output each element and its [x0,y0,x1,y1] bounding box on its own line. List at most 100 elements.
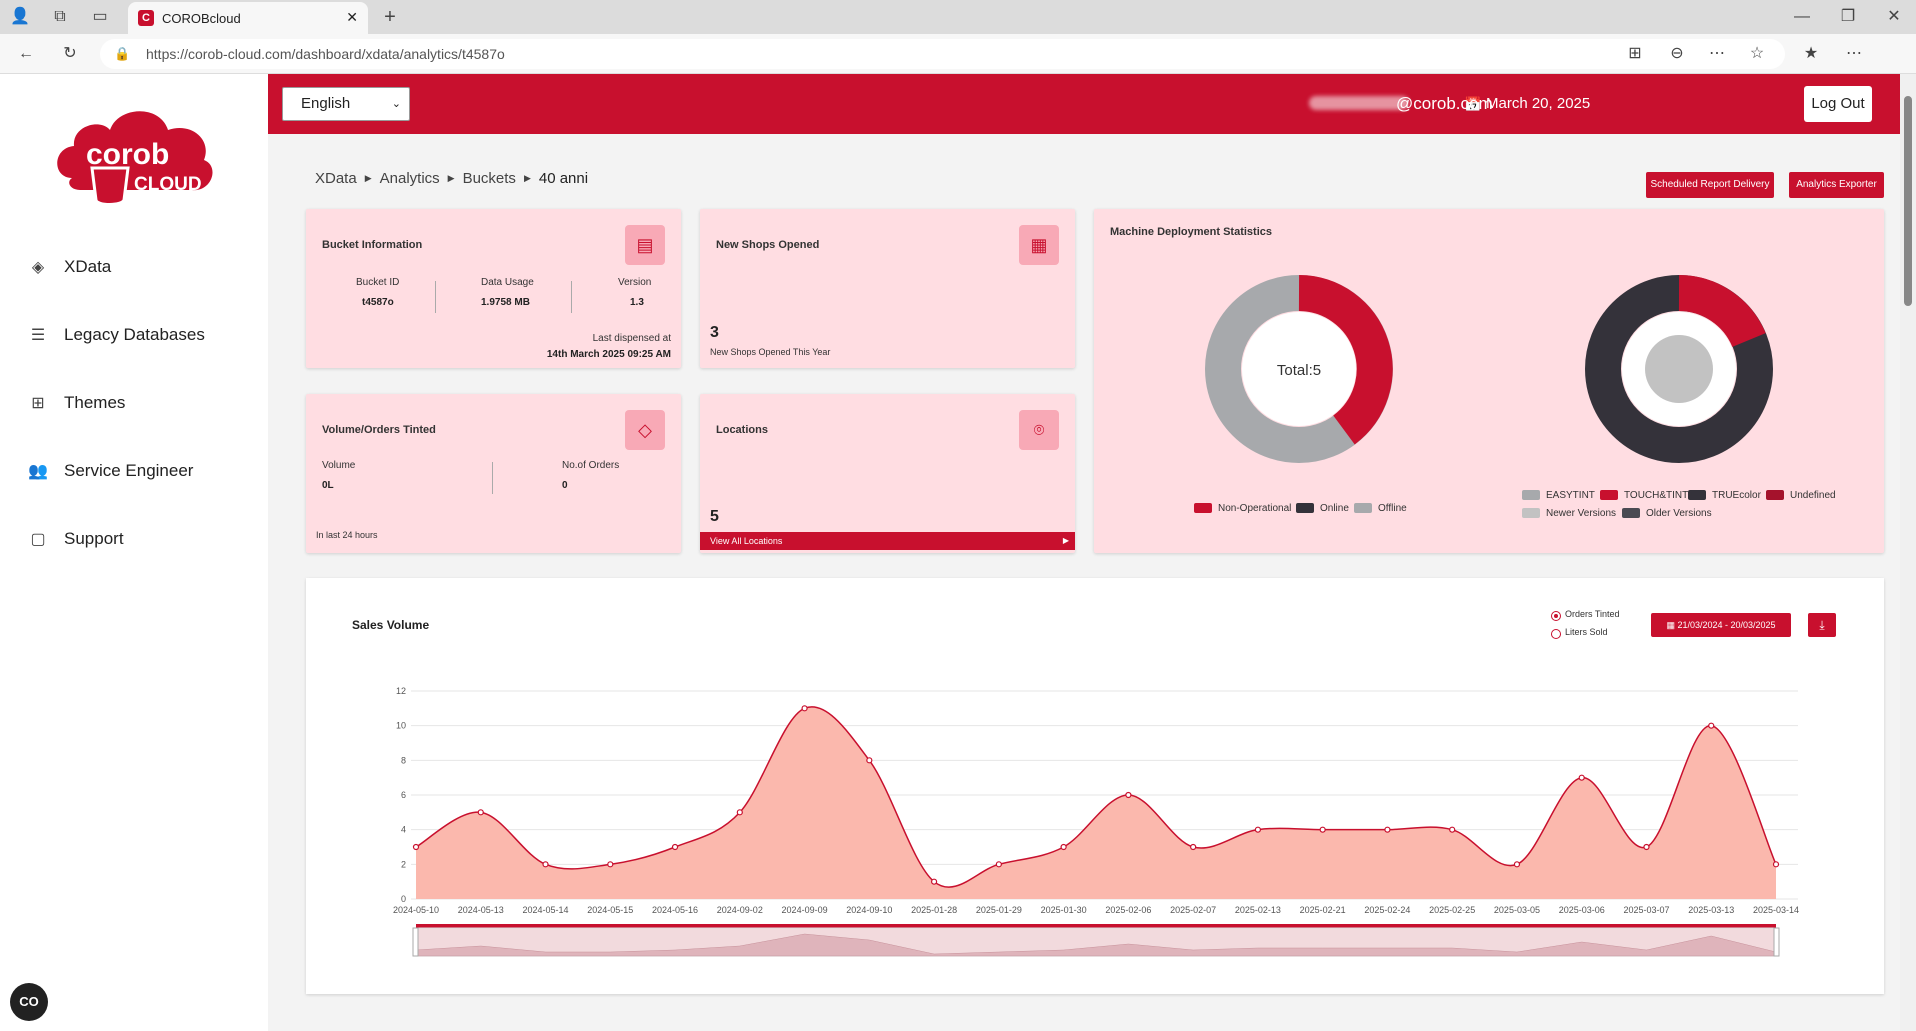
card-title: New Shops Opened [716,239,820,251]
settings-menu-icon[interactable]: ⋯ [1846,45,1862,62]
browser-tab[interactable]: C COROBcloud ✕ [128,2,368,34]
date-range-button[interactable]: ▦ 21/03/2024 - 20/03/2025 [1651,613,1791,637]
x-tick-label: 2025-02-13 [1235,905,1281,915]
extensions-icon[interactable]: ⋯ [1709,45,1725,62]
zoom-handle-left [412,927,419,957]
back-icon[interactable]: ← [18,45,34,62]
favorite-icon[interactable]: ☆ [1749,45,1765,62]
x-tick-label: 2025-01-28 [911,905,957,915]
browser-tabbar: 👤 ⧉ ▭ C COROBcloud ✕ + — ❐ ✕ [0,0,1916,34]
bucket-id-label: Bucket ID [356,277,400,288]
favorites-list-icon[interactable]: ★ [1803,45,1819,62]
radio-orders-tinted[interactable] [1551,611,1561,621]
chat-icon: ▢ [30,531,46,548]
data-point [1190,843,1197,851]
x-tick-label: 2025-03-05 [1494,905,1540,915]
x-tick-label: 2024-05-16 [652,905,698,915]
breadcrumb-current: 40 anni [538,170,589,187]
sidebar-item-service-engineer[interactable]: 👥 Service Engineer [28,456,193,486]
profile-icon[interactable]: 👤 [10,8,30,25]
legend-non-operational[interactable]: Non-Operational [1218,503,1292,514]
new-shops-value: 3 [710,324,719,341]
legend-newer-versions[interactable]: Newer Versions [1546,508,1617,519]
minimize-icon[interactable]: — [1794,8,1810,25]
url-field[interactable]: 🔒 https://corob-cloud.com/dashboard/xdat… [100,39,1785,69]
legend-touch-tint[interactable]: TOUCH&TINT [1624,490,1689,501]
restore-icon[interactable]: ❐ [1840,8,1856,25]
analytics-exporter-button[interactable]: Analytics Exporter [1789,172,1884,198]
breadcrumb-xdata[interactable]: XData [315,170,357,187]
new-shops-card: New Shops Opened ▦ 3 New Shops Opened Th… [700,209,1075,368]
locations-value: 5 [710,508,719,525]
view-all-label: View All Locations [710,536,783,546]
page-scrollbar[interactable] [1900,74,1916,1031]
breadcrumb-separator: ▶ [447,173,455,183]
data-point [1449,826,1456,833]
data-point [1708,722,1715,729]
legend-swatch [1354,503,1372,513]
paint-bucket-icon: ◇ [625,410,665,450]
sidebar-item-support[interactable]: ▢ Support [28,524,123,554]
x-tick-label: 2025-01-30 [1041,905,1087,915]
type-donut-chart [1585,275,1773,463]
data-point [1513,861,1521,868]
logout-button[interactable]: Log Out [1804,86,1872,122]
breadcrumb-buckets[interactable]: Buckets [462,170,516,187]
chevron-down-icon: ⌄ [391,98,401,110]
data-point [1060,843,1067,851]
data-point [1125,791,1132,799]
refresh-icon[interactable]: ↻ [63,45,77,62]
language-value: English [301,95,351,112]
shop-icon: ▦ [1019,225,1059,265]
legend-truecolor[interactable]: TRUEcolor [1712,490,1761,501]
legend-offline[interactable]: Offline [1378,503,1407,514]
calendar-icon: 📅 [1464,96,1482,112]
legend-older-versions[interactable]: Older Versions [1646,508,1712,519]
scheduled-report-button[interactable]: Scheduled Report Delivery [1646,172,1774,198]
orders-value: 0 [562,480,568,491]
document-icon: ▤ [625,225,665,265]
chat-widget-icon[interactable]: CO [10,983,48,1021]
legend-online[interactable]: Online [1320,503,1349,514]
grid-icon: ⊞ [31,395,45,412]
data-point [736,809,743,816]
sidebar: corob CLOUD ◈ XData ☰ Legacy Databases ⊞ Th… [0,74,268,1031]
app-icon[interactable]: ⊞ [1628,45,1642,62]
tab-title: COROBcloud [162,11,241,26]
collections-icon[interactable]: ⧉ [54,8,66,25]
date-range-label: 21/03/2024 - 20/03/2025 [1677,620,1776,630]
sidebar-item-themes[interactable]: ⊞ Themes [28,388,125,418]
svg-text:corob: corob [86,138,169,171]
volume-footer: In last 24 hours [316,530,378,540]
data-point [995,861,1002,868]
x-tick-label: 2025-01-29 [976,905,1022,915]
close-tab-icon[interactable]: ✕ [346,9,358,25]
legend-undefined[interactable]: Undefined [1790,490,1836,501]
x-tick-label: 2024-09-10 [846,905,892,915]
download-button[interactable]: ⤓ [1808,613,1836,637]
x-tick-label: 2025-03-14 [1753,905,1799,915]
sidebar-item-xdata[interactable]: ◈ XData [28,252,111,282]
x-tick-label: 2024-05-15 [587,905,633,915]
corob-cloud-logo[interactable]: corob CLOUD [52,100,220,210]
close-window-icon[interactable]: ✕ [1887,8,1901,25]
legend-easytint[interactable]: EASYTINT [1546,490,1595,501]
x-tick-label: 2025-02-24 [1364,905,1410,915]
view-all-locations-link[interactable]: View All Locations ▶ [700,532,1075,550]
legend-swatch [1296,503,1314,513]
locations-card: Locations ⌾ 5 View All Locations ▶ [700,394,1075,553]
sidebar-item-legacy-databases[interactable]: ☰ Legacy Databases [28,320,205,350]
engineer-icon: 👥 [28,463,48,480]
zoom-icon[interactable]: ⊖ [1670,45,1684,62]
x-tick-label: 2024-05-13 [458,905,504,915]
scrollbar-thumb[interactable] [1904,96,1912,306]
tab-actions-icon[interactable]: ▭ [92,8,108,25]
breadcrumb-analytics[interactable]: Analytics [379,170,440,187]
language-select[interactable]: English ⌄ [282,87,410,121]
svg-text:CLOUD: CLOUD [134,174,202,195]
new-tab-icon[interactable]: + [384,6,396,28]
radio-liters-sold[interactable] [1551,629,1561,639]
legend-swatch [1600,490,1618,500]
card-title: Bucket Information [322,239,423,251]
calendar-icon: ▦ [1666,620,1678,630]
